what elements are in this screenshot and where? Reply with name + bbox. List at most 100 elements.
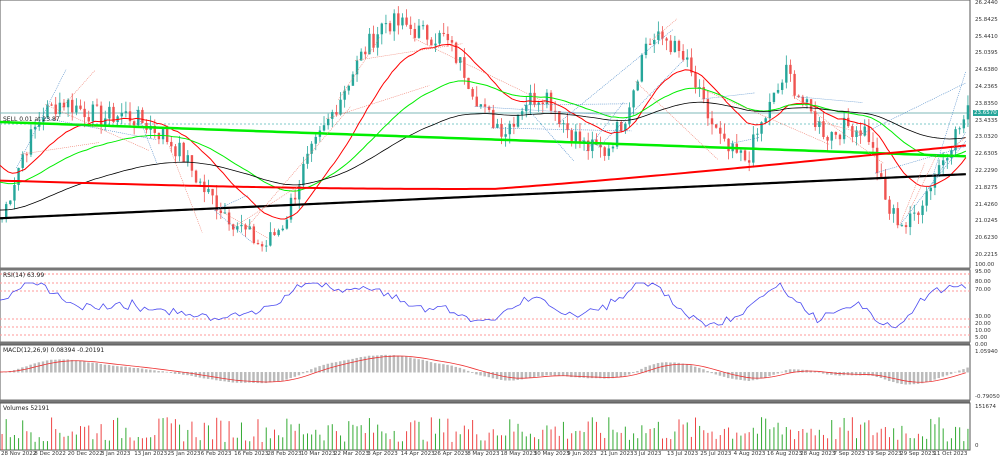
date-tick: 7 Sep 2023 (833, 451, 865, 457)
bull-candle (9, 200, 12, 205)
macd-bar (685, 364, 689, 373)
bull-candle (698, 87, 701, 89)
bull-candle (479, 104, 483, 107)
macd-bar (314, 367, 317, 373)
macd-bar (66, 359, 70, 373)
bull-candle (776, 89, 780, 93)
date-tick: 26 Apr 2023 (433, 451, 468, 457)
price-tick: 23.0320 (975, 134, 998, 141)
bear-candle (570, 130, 573, 143)
bull-candle (401, 17, 404, 26)
macd-bar (788, 369, 792, 373)
bull-candle (269, 232, 272, 246)
bull-candle (223, 212, 227, 214)
date-tick: 28 Feb 2023 (267, 451, 302, 457)
macd-bar (124, 366, 127, 373)
macd-bar (648, 365, 652, 373)
bear-candle (578, 131, 582, 143)
fan-line (817, 120, 867, 135)
macd-bar (223, 372, 226, 382)
date-tick: 16 Feb 2023 (234, 451, 269, 457)
macd-bar (830, 372, 833, 375)
fan-line (222, 212, 269, 239)
ma-red-thick (0, 144, 966, 190)
bear-candle (706, 99, 710, 119)
macd-bar (157, 370, 160, 373)
macd-bar (99, 364, 103, 373)
bull-candle (892, 208, 895, 214)
date-tick: 11 Oct 2023 (933, 451, 968, 457)
fan-line (214, 194, 248, 211)
bull-candle (962, 119, 966, 129)
bear-candle (219, 210, 223, 213)
macd-bar (764, 372, 767, 378)
fan-line (792, 95, 884, 164)
date-tick: 4 Aug 2023 (733, 451, 766, 457)
macd-bar (652, 364, 656, 373)
price-tick: 25.4410 (975, 33, 998, 40)
bear-candle (512, 123, 516, 127)
bull-candle (673, 40, 677, 53)
macd-bar (231, 372, 235, 383)
bull-candle (504, 134, 507, 137)
bull-candle (207, 188, 210, 193)
macd-bar (446, 364, 449, 373)
bull-candle (421, 25, 425, 27)
macd-bar (859, 372, 862, 376)
macd-bar (508, 372, 511, 381)
macd-bar (809, 370, 812, 373)
macd-bar (710, 372, 713, 374)
bull-candle (933, 175, 937, 188)
macd-bar (95, 363, 98, 373)
bear-candle (620, 122, 623, 132)
rsi-tick: 80.00 (975, 279, 991, 285)
bull-candle (289, 197, 293, 220)
bear-candle (372, 33, 375, 48)
bear-candle (681, 51, 685, 60)
bear-candle (128, 111, 132, 122)
macd-bar (826, 372, 829, 375)
macd-bar (111, 365, 115, 373)
rsi-tick: 95.00 (975, 269, 991, 275)
bull-candle (516, 114, 520, 127)
fan-line (907, 154, 938, 214)
bear-candle (896, 208, 899, 226)
bear-candle (260, 244, 264, 247)
bull-candle (657, 31, 660, 40)
fan-line (949, 137, 967, 151)
macd-bar (396, 355, 400, 373)
bull-candle (120, 112, 123, 117)
macd-bar (776, 372, 779, 374)
fan-line (651, 18, 678, 41)
macd-bar (611, 372, 614, 379)
macd-bar (41, 361, 45, 373)
macd-bar (248, 372, 251, 383)
macd-bar (442, 364, 445, 373)
macd-bar (120, 366, 123, 373)
macd-bar (149, 369, 152, 373)
date-tick: 18 May 2023 (500, 451, 537, 457)
macd-bar (58, 359, 61, 373)
bull-candle (438, 32, 441, 44)
bull-candle (198, 181, 202, 183)
macd-bar (623, 372, 627, 376)
macd-bar (834, 372, 837, 376)
bull-candle (830, 132, 833, 141)
macd-bar (438, 363, 441, 373)
bull-candle (496, 124, 499, 128)
date-tick: 14 Apr 2023 (400, 451, 435, 457)
bear-candle (153, 125, 156, 133)
bear-candle (293, 197, 297, 200)
macd-bar (305, 370, 309, 373)
macd-bar (702, 369, 705, 373)
fan-line (61, 70, 96, 108)
macd-bar (578, 372, 581, 378)
bull-candle (368, 33, 371, 55)
macd-bar (45, 360, 49, 373)
bull-candle (615, 122, 619, 147)
bull-candle (818, 121, 821, 127)
price-tick: 26.2440 (975, 0, 998, 6)
macd-bar (966, 367, 969, 373)
